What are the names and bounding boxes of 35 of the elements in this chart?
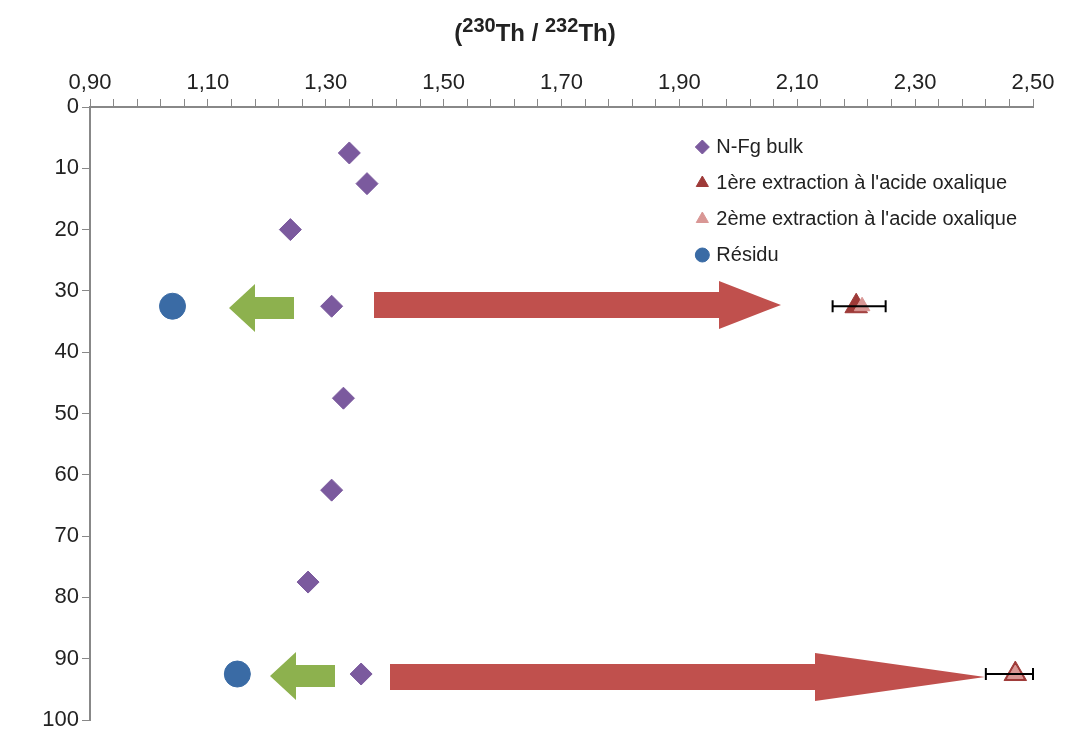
y-tick-label: 80 [54,583,79,609]
point [320,478,344,502]
x-tick-label: 1,70 [540,68,583,94]
x-axis-title: ($^{230}$Th / $^{232}$Th) [453,14,617,47]
point [223,660,251,688]
y-tick-label: 50 [54,399,79,425]
x-tick-label: 2,10 [775,68,819,94]
point [349,662,373,686]
point [337,141,361,165]
legend-label: N-Fg bulk [716,134,805,157]
legend-label: 1ère extraction à l'acide oxalique [716,170,1008,193]
legend-label: Résidu [716,242,779,265]
legend-label: 2ème extraction à l'acide oxalique [716,206,1018,229]
y-tick-label: 0 [66,93,79,119]
y-tick-label: 100 [42,706,79,732]
y-tick-label: 60 [54,460,79,486]
point [355,172,379,196]
x-tick-label: 2,30 [893,68,937,94]
y-tick-label: 40 [54,338,79,364]
point [331,386,355,410]
y-tick-label: 90 [54,644,79,670]
x-tick-label: 2,50 [1011,68,1055,94]
point [159,292,187,320]
x-tick-label: 1,50 [422,68,466,94]
point [278,218,302,242]
x-tick-label: 1,30 [304,68,348,94]
point [296,570,320,594]
y-tick-label: 10 [54,154,79,180]
x-tick-label: 1,90 [657,68,701,94]
y-tick-label: 70 [54,522,79,548]
point [320,294,344,318]
x-tick-label: 0,90 [68,68,112,94]
x-tick-label: 1,10 [186,68,230,94]
y-tick-label: 20 [54,215,79,241]
y-tick-label: 30 [54,276,79,302]
